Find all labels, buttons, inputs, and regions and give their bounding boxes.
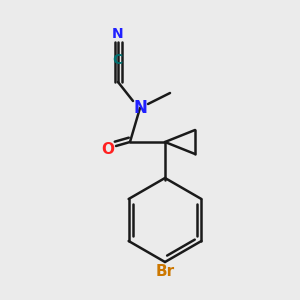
Text: N: N — [112, 27, 124, 41]
Text: O: O — [101, 142, 115, 158]
Text: N: N — [133, 99, 147, 117]
Text: Br: Br — [155, 265, 175, 280]
Text: C: C — [112, 53, 122, 67]
